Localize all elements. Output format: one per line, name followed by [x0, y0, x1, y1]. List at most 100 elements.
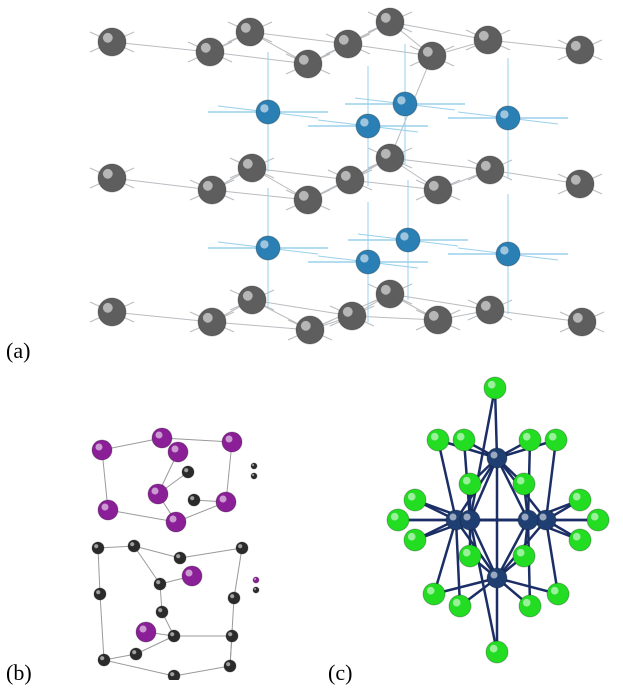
atom-highlight	[487, 380, 496, 389]
atom-highlight	[240, 22, 251, 33]
lattice-bond	[347, 43, 433, 57]
atom-highlight	[102, 32, 113, 43]
atom-highlight	[230, 594, 235, 599]
gray-atom	[375, 143, 405, 173]
atom-highlight	[360, 118, 369, 127]
magenta-atom	[181, 565, 203, 587]
ligand-bond	[544, 439, 558, 521]
lattice-bond	[389, 21, 489, 41]
black-atom	[129, 647, 143, 661]
atom-highlight	[202, 312, 213, 323]
atom-highlight	[570, 40, 581, 51]
cluster-structure-c	[386, 376, 610, 664]
lattice-bond	[111, 41, 211, 53]
atom-highlight	[242, 290, 253, 301]
black-atom	[173, 551, 187, 565]
panel-label-a: (a)	[6, 338, 31, 363]
atom-highlight	[480, 300, 491, 311]
lattice-bond	[249, 31, 349, 45]
lattice-bond	[111, 177, 213, 191]
bond	[225, 441, 233, 503]
magenta-atom	[215, 491, 237, 513]
atom-highlight	[572, 492, 581, 501]
green-atom	[485, 640, 509, 664]
green-atom	[568, 488, 592, 512]
blue-atom	[395, 227, 421, 253]
lattice-bond	[251, 167, 351, 181]
atom-highlight	[449, 513, 457, 521]
lattice-bond	[489, 309, 583, 323]
magenta-atom	[167, 441, 189, 463]
atom-highlight	[516, 548, 525, 557]
atom-highlight	[380, 148, 391, 159]
green-atom	[448, 594, 472, 618]
atom-highlight	[430, 432, 439, 441]
bond	[97, 545, 135, 549]
atom-highlight	[228, 632, 233, 637]
green-atom	[403, 488, 427, 512]
ligand-bond	[493, 387, 499, 459]
atom-highlight	[184, 468, 189, 473]
atom-highlight	[219, 495, 227, 503]
ligand-bond	[436, 439, 458, 521]
gray-atom	[293, 185, 323, 215]
green-atom	[483, 376, 507, 400]
cluster-bond	[468, 457, 499, 521]
green-atom	[544, 428, 568, 452]
green-atom	[518, 428, 542, 452]
atom-highlight	[490, 451, 498, 459]
green-atom	[586, 508, 610, 532]
atom-highlight	[130, 542, 135, 547]
atom-highlight	[489, 644, 498, 653]
magenta-atom	[147, 483, 169, 505]
atom-highlight	[572, 312, 583, 323]
lattice-bond	[487, 39, 581, 51]
legend-black-atom	[252, 586, 260, 594]
navy-atom	[486, 567, 508, 589]
bond	[135, 635, 175, 655]
panel-c	[370, 370, 620, 670]
atom-highlight	[380, 284, 391, 295]
atom-highlight	[462, 476, 471, 485]
black-atom	[181, 465, 195, 479]
atom-highlight	[407, 492, 416, 501]
green-atom	[512, 544, 536, 568]
atom-highlight	[380, 12, 391, 23]
atom-highlight	[254, 588, 257, 591]
atom-highlight	[171, 445, 179, 453]
atom-highlight	[550, 586, 559, 595]
atom-highlight	[170, 672, 175, 677]
atom-highlight	[169, 515, 177, 523]
atom-highlight	[238, 544, 243, 549]
atom-highlight	[340, 170, 351, 181]
gray-atom	[375, 279, 405, 309]
atom-highlight	[590, 512, 599, 521]
black-atom	[155, 605, 169, 619]
ligand-bond	[432, 519, 458, 595]
atom-highlight	[463, 513, 471, 521]
cluster-bond	[468, 519, 499, 579]
lattice-bond	[211, 321, 311, 331]
atom-highlight	[428, 310, 439, 321]
bond	[233, 547, 243, 599]
gray-atom	[375, 7, 405, 37]
ligand-bond	[468, 519, 499, 653]
black-atom	[227, 591, 241, 605]
lattice-bond	[489, 169, 581, 185]
atom-highlight	[242, 158, 253, 169]
atom-highlight	[407, 532, 416, 541]
bond	[99, 593, 105, 661]
bond	[107, 509, 177, 523]
gray-atom	[475, 295, 505, 325]
atom-highlight	[225, 435, 233, 443]
gray-atom	[237, 153, 267, 183]
atom-highlight	[95, 443, 103, 451]
atom-highlight	[252, 464, 255, 467]
atom-highlight	[300, 320, 311, 331]
atom-highlight	[260, 104, 269, 113]
cluster-bond	[495, 519, 530, 579]
magenta-atom	[97, 499, 119, 521]
atom-highlight	[400, 232, 409, 241]
atom-highlight	[155, 431, 163, 439]
atom-highlight	[132, 650, 137, 655]
